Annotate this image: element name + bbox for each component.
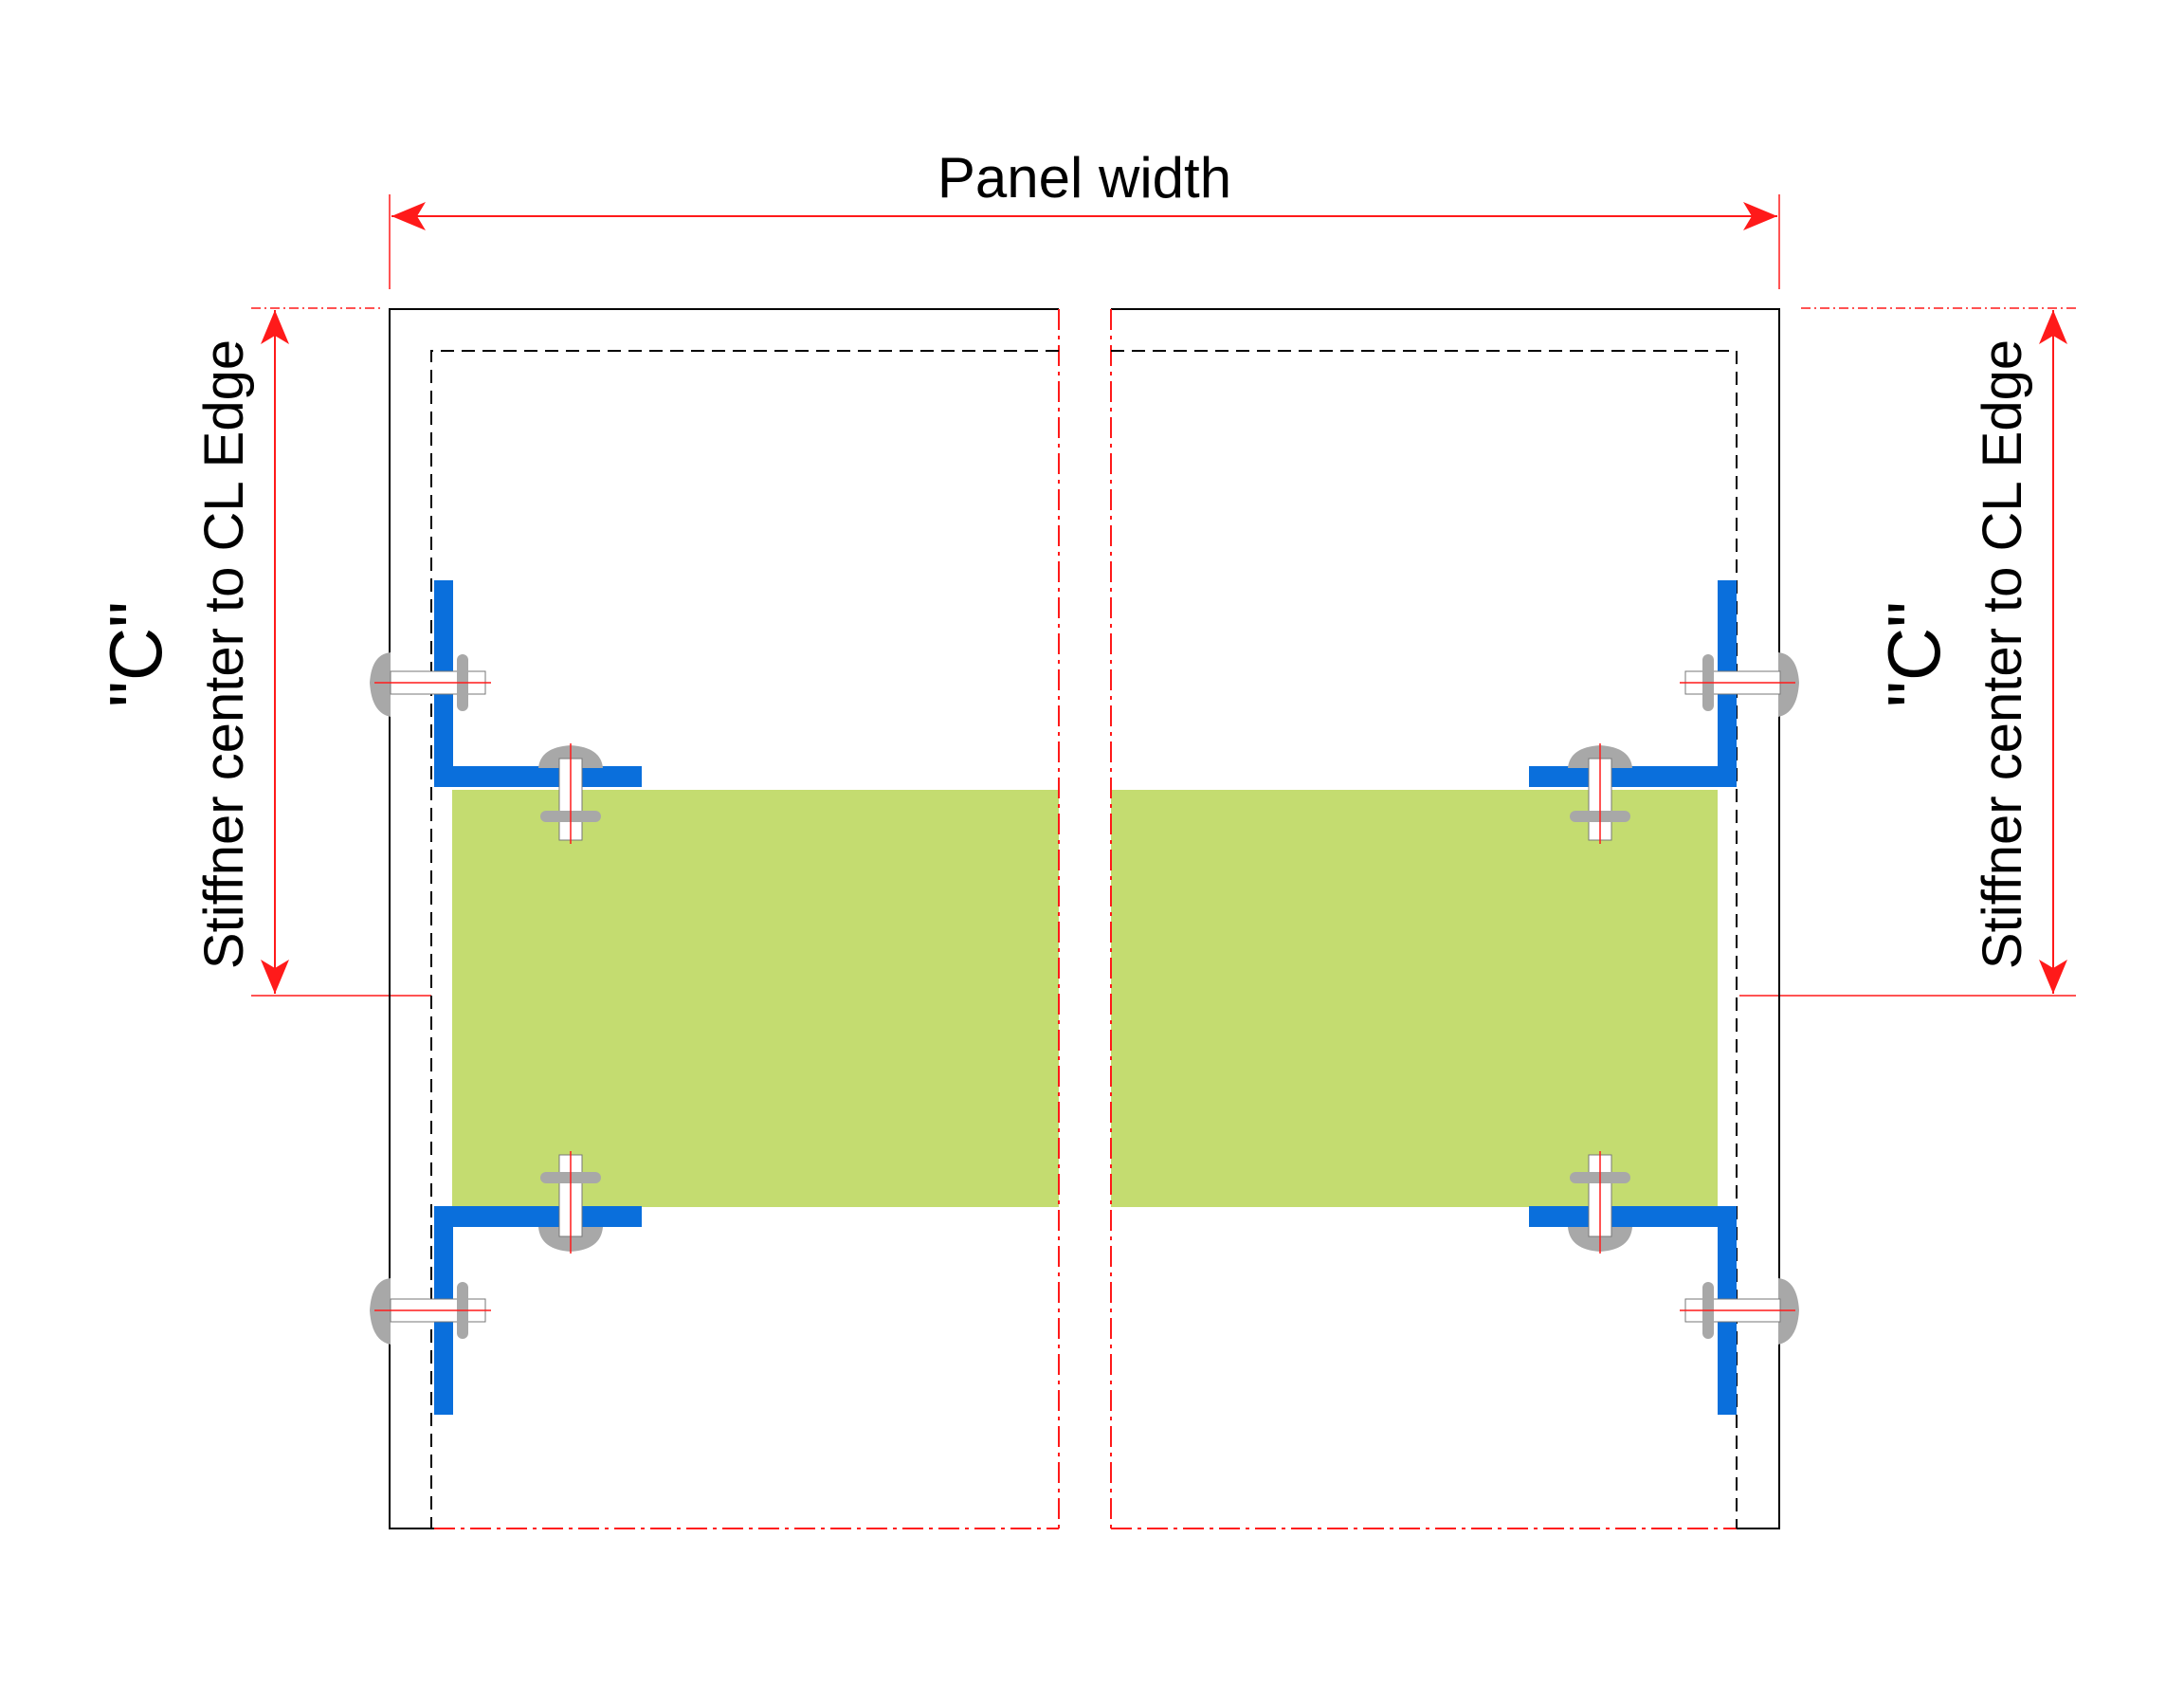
right-lower-web-bolt	[1680, 1278, 1799, 1345]
left-c-dimension: "C" Stiffner center to CL Edge	[94, 307, 431, 997]
right-c-dimension: "C" Stiffner center to CL Edge	[1739, 307, 2076, 997]
left-lower-flange-bolt	[538, 1151, 603, 1254]
left-upper-web-bolt	[370, 652, 491, 717]
left-upper-flange-bolt	[538, 743, 603, 844]
left-panel-fill	[452, 790, 1059, 1207]
panel-width-label: Panel width	[937, 146, 1231, 210]
left-panel	[370, 308, 1060, 1529]
panel-width-dimension: Panel width	[389, 146, 1780, 289]
right-panel	[1110, 308, 1799, 1529]
left-upper-stiffener	[434, 580, 642, 787]
left-panel-inner-dashed	[430, 350, 1059, 1528]
left-stiffner-label: Stiffner center to CL Edge	[193, 339, 255, 969]
right-c-label: "C"	[1872, 601, 1956, 707]
right-upper-flange-bolt	[1568, 743, 1632, 844]
left-lower-stiffener	[434, 1206, 642, 1415]
right-upper-stiffener	[1529, 580, 1737, 787]
left-lower-web-bolt	[370, 1278, 491, 1345]
right-stiffner-label: Stiffner center to CL Edge	[1972, 339, 2033, 969]
right-lower-stiffener	[1529, 1206, 1737, 1415]
right-panel-inner-dashed	[1111, 350, 1738, 1528]
right-panel-outline	[1111, 308, 1780, 1529]
right-upper-web-bolt	[1680, 652, 1799, 717]
left-panel-outline	[389, 308, 1059, 1529]
right-lower-flange-bolt	[1568, 1151, 1632, 1254]
left-c-label: "C"	[94, 601, 177, 707]
right-panel-fill	[1111, 790, 1718, 1207]
